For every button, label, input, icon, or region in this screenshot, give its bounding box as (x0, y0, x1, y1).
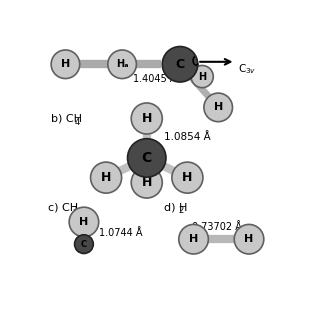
Text: 1.0854 Å: 1.0854 Å (164, 132, 211, 142)
Text: H: H (198, 72, 206, 82)
Circle shape (131, 167, 162, 198)
Text: 0.73702 Å: 0.73702 Å (192, 222, 242, 232)
Text: 2: 2 (178, 206, 184, 215)
Circle shape (179, 224, 208, 254)
Circle shape (162, 46, 198, 82)
Circle shape (91, 162, 122, 193)
Text: H: H (141, 176, 152, 189)
Circle shape (108, 50, 136, 79)
Circle shape (131, 103, 162, 134)
Circle shape (234, 224, 264, 254)
Text: d) H: d) H (164, 202, 188, 212)
Text: Hₐ: Hₐ (116, 59, 128, 69)
Text: b) CH: b) CH (51, 114, 82, 124)
Text: H: H (101, 171, 111, 184)
Text: C: C (81, 240, 87, 249)
Text: H: H (189, 234, 198, 244)
Text: H: H (182, 171, 193, 184)
Text: C$_{3v}$: C$_{3v}$ (238, 62, 256, 76)
Text: 1.0744 Å: 1.0744 Å (99, 228, 142, 238)
Text: 1.4045 Å: 1.4045 Å (133, 74, 177, 84)
Circle shape (204, 93, 233, 122)
Circle shape (172, 162, 203, 193)
Text: H: H (141, 112, 152, 125)
Circle shape (191, 66, 213, 88)
Text: H: H (244, 234, 254, 244)
Text: 3: 3 (71, 206, 76, 215)
Text: H: H (213, 102, 223, 112)
Text: C: C (142, 151, 152, 165)
Circle shape (75, 235, 93, 253)
Text: C: C (175, 58, 185, 71)
Circle shape (128, 139, 166, 177)
Text: H: H (79, 217, 89, 227)
Circle shape (69, 207, 99, 237)
Text: c) CH: c) CH (48, 202, 78, 212)
Text: H: H (61, 59, 70, 69)
Text: 4: 4 (74, 118, 80, 127)
Circle shape (51, 50, 80, 79)
